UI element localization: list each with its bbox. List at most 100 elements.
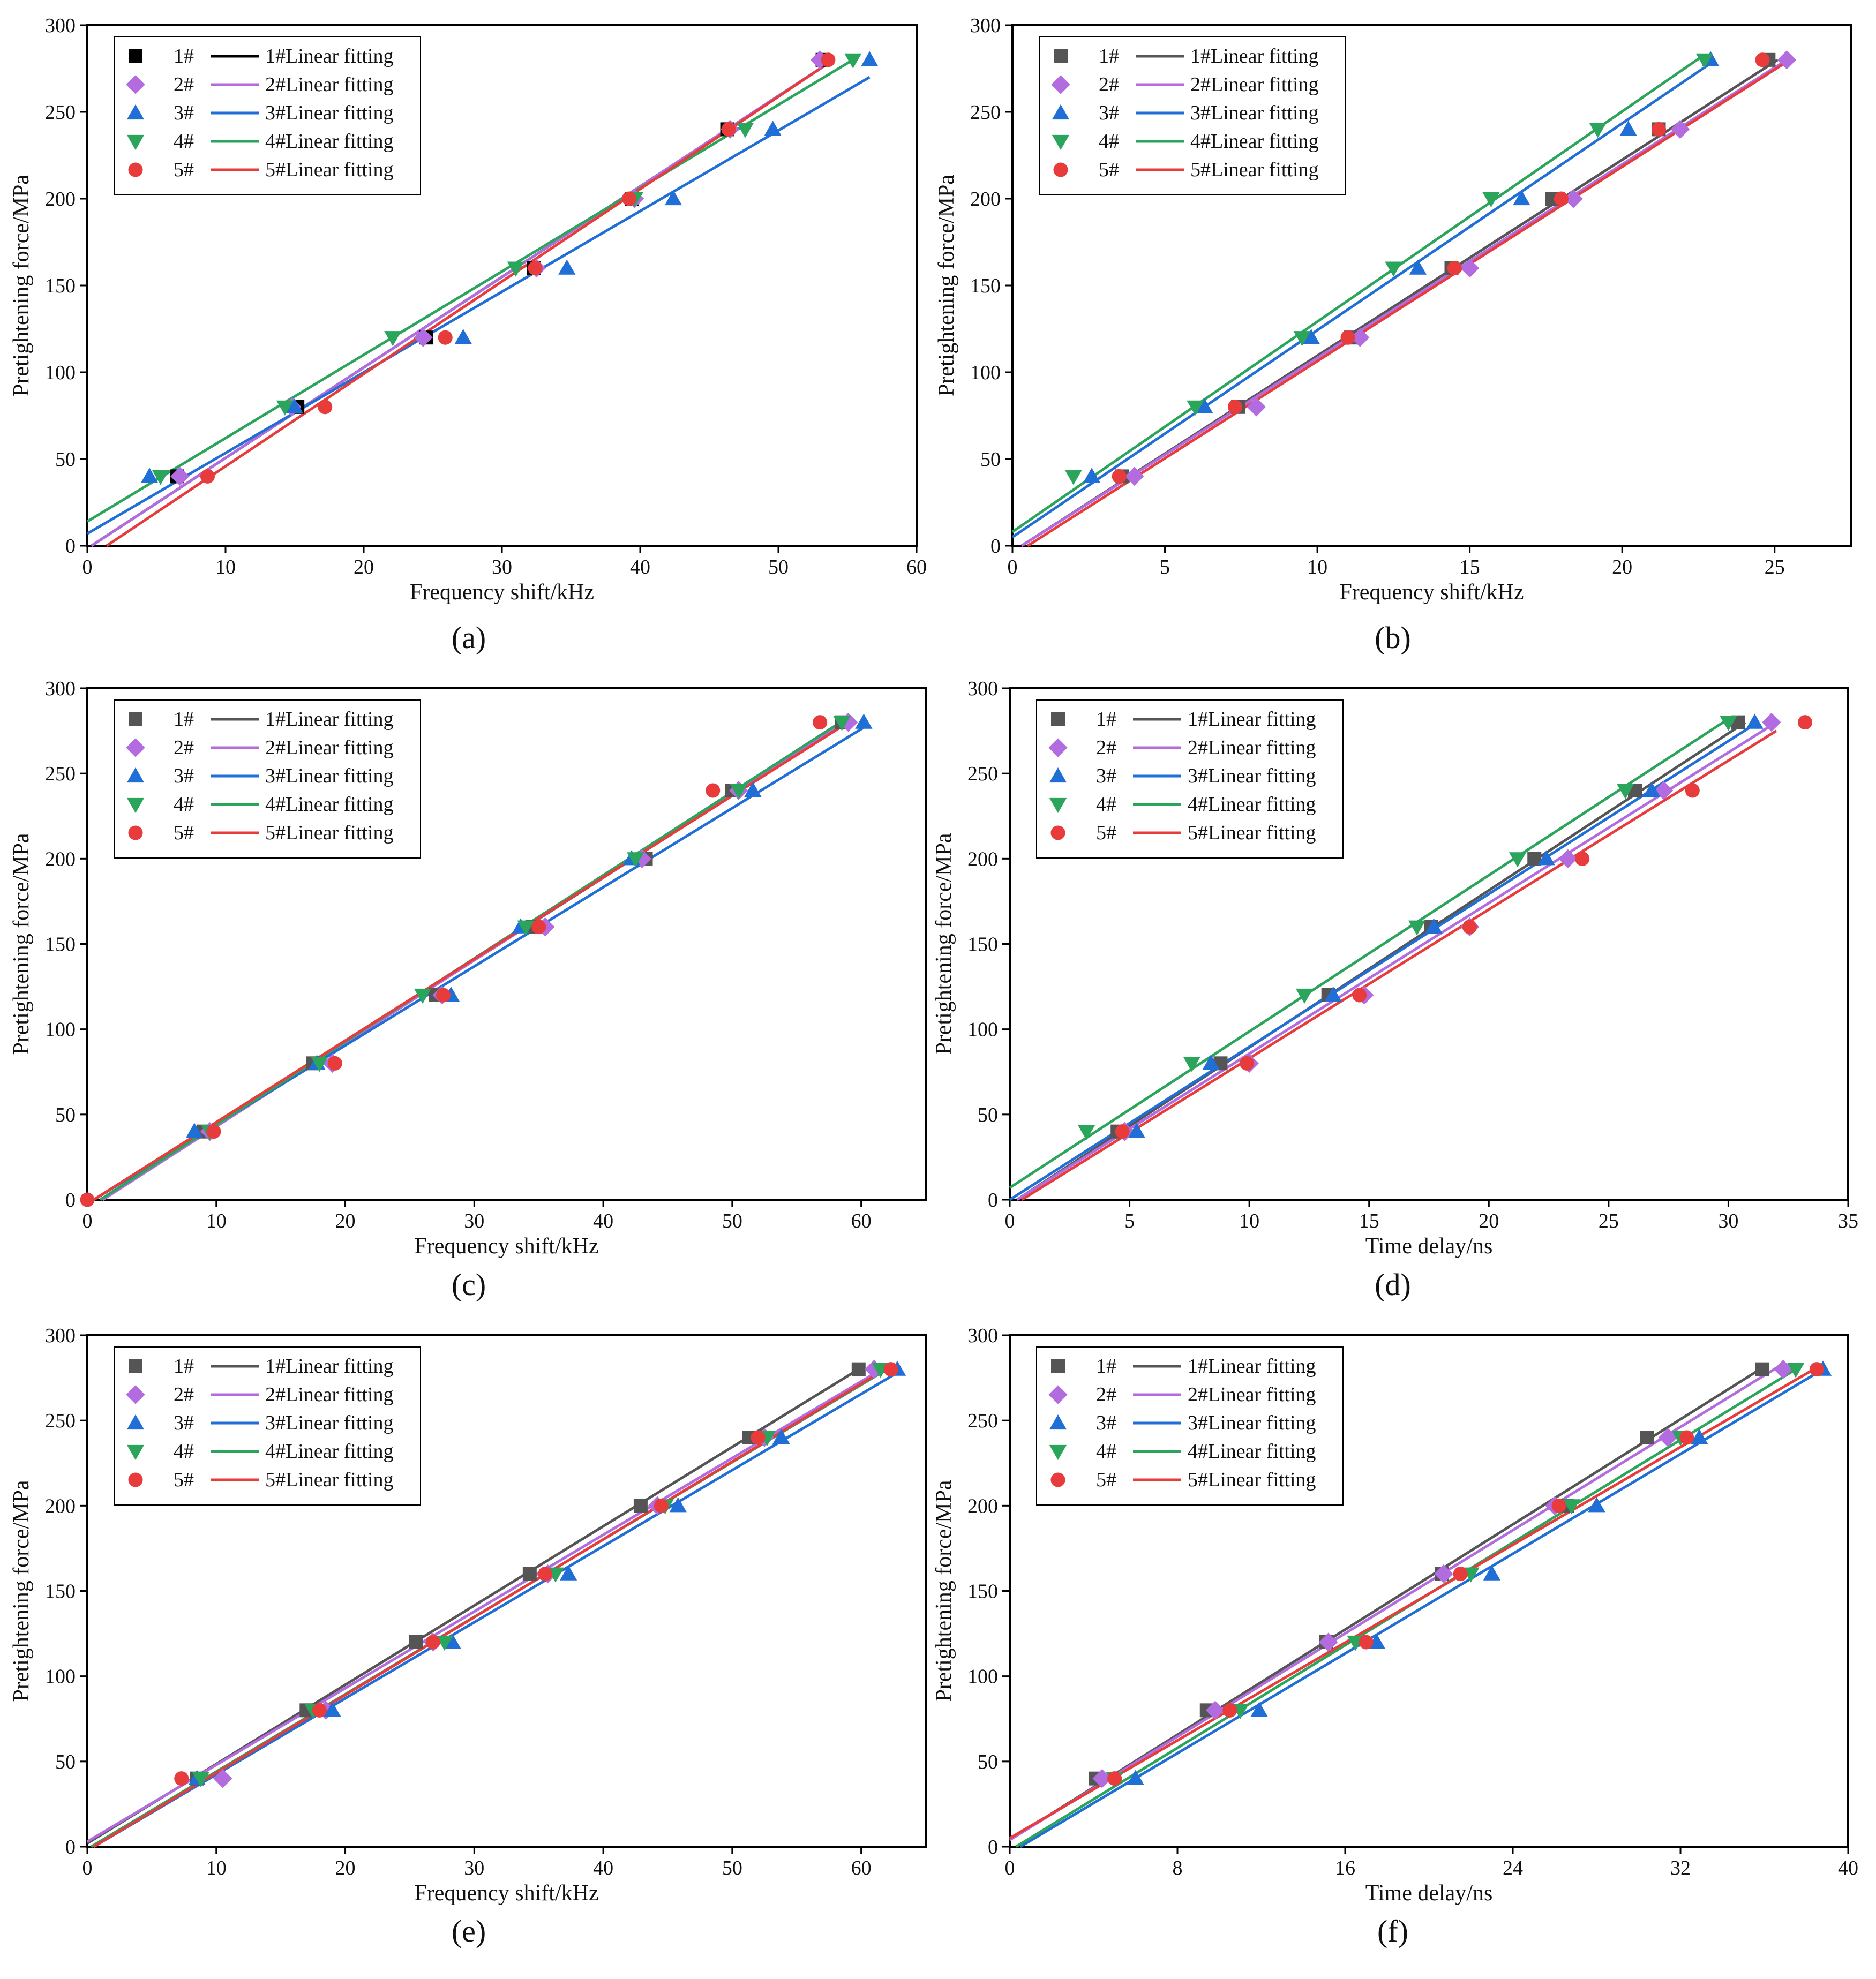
legend-series-label: 2# — [1099, 73, 1119, 96]
x-axis-title: Time delay/ns — [1365, 1234, 1493, 1259]
x-tick-label: 15 — [1359, 1210, 1379, 1232]
data-point-2# — [1124, 466, 1144, 486]
x-tick-label: 8 — [1173, 1857, 1183, 1879]
data-point-3# — [444, 1633, 461, 1649]
data-point-3# — [1202, 1055, 1220, 1070]
data-point-4# — [627, 852, 644, 868]
legend-series-label: 3# — [174, 765, 194, 787]
data-point-5# — [80, 1192, 95, 1207]
legend-series-label: 3# — [174, 102, 194, 124]
data-point-3# — [286, 398, 304, 413]
x-tick-label: 25 — [1765, 556, 1785, 578]
data-point-5# — [706, 783, 721, 798]
fit-line-2# — [1009, 1366, 1778, 1841]
legend-fit-label: 1#Linear fitting — [265, 708, 394, 731]
fit-line-2# — [91, 62, 829, 547]
data-point-4# — [1293, 331, 1311, 347]
y-tick-label: 200 — [45, 1495, 76, 1517]
data-point-1# — [851, 1362, 866, 1376]
legend-fit-label: 5#Linear fitting — [265, 1469, 394, 1491]
fit-line-3# — [86, 76, 871, 535]
fit-line-1# — [1016, 721, 1746, 1201]
data-point-4# — [844, 53, 862, 69]
x-tick-label: 20 — [354, 556, 374, 578]
x-axis-title: Frequency shift/kHz — [414, 1234, 598, 1259]
y-tick-label: 100 — [45, 1019, 76, 1041]
data-point-5# — [1352, 988, 1367, 1003]
data-point-5# — [1240, 1056, 1255, 1071]
legend-series-label: 1# — [174, 708, 194, 731]
data-point-3# — [1425, 918, 1443, 934]
data-point-3# — [1537, 850, 1555, 866]
legend-series-label: 4# — [1096, 1440, 1116, 1463]
data-point-3# — [669, 1497, 687, 1513]
panel-caption: (c) — [452, 1267, 486, 1302]
data-point-4# — [436, 1635, 454, 1651]
data-point-5# — [751, 1430, 766, 1445]
legend-marker — [1049, 1414, 1067, 1430]
y-tick-label: 150 — [45, 275, 76, 297]
legend-marker — [128, 1472, 143, 1487]
x-tick-label: 10 — [206, 1857, 227, 1879]
y-tick-label: 150 — [967, 1581, 998, 1603]
data-point-4# — [833, 716, 851, 731]
data-point-2# — [1564, 189, 1583, 208]
x-tick-label: 40 — [593, 1210, 613, 1232]
data-point-5# — [425, 1635, 440, 1650]
legend-box — [114, 699, 421, 859]
data-point-5# — [1359, 1635, 1374, 1650]
x-axis-title: Frequency shift/kHz — [414, 1881, 598, 1906]
x-tick-label: 30 — [464, 1210, 484, 1232]
legend-marker — [128, 162, 143, 177]
x-axis-title: Time delay/ns — [1365, 1881, 1493, 1906]
data-point-4# — [311, 1057, 328, 1072]
legend-fit-label: 3#Linear fitting — [1190, 102, 1319, 124]
legend-series-label: 5# — [174, 1469, 194, 1491]
legend-fit-label: 4#Linear fitting — [265, 1440, 394, 1463]
y-tick-label: 200 — [967, 848, 998, 870]
legend-series-label: 3# — [1096, 1412, 1116, 1434]
x-tick-label: 10 — [206, 1210, 227, 1232]
y-tick-label: 100 — [967, 1666, 998, 1688]
chart-panel-c: 0 10 20 30 40 50 60 0 50 100 150 200 250 300 Frequency… — [9, 678, 927, 1302]
x-tick-label: 30 — [464, 1857, 484, 1879]
data-point-3# — [1127, 1770, 1144, 1785]
y-tick-label: 0 — [990, 535, 1001, 558]
data-point-5# — [174, 1771, 189, 1786]
x-tick-label: 60 — [851, 1857, 872, 1879]
data-point-4# — [192, 1772, 209, 1787]
data-point-5# — [813, 715, 828, 730]
legend-fit-label: 1#Linear fitting — [1188, 1355, 1316, 1378]
data-point-3# — [1128, 1123, 1146, 1138]
data-point-2# — [170, 466, 190, 486]
y-axis-title: Pretightening force/MPa — [932, 1480, 956, 1702]
fit-line-3# — [1011, 62, 1712, 538]
data-point-5# — [721, 122, 736, 137]
data-point-2# — [1670, 119, 1690, 139]
data-point-5# — [436, 988, 451, 1003]
data-point-5# — [1227, 400, 1242, 415]
data-point-5# — [1797, 715, 1813, 730]
panel-caption: (b) — [1375, 620, 1411, 655]
data-point-5# — [1107, 1771, 1122, 1786]
fit-line-2# — [86, 1366, 886, 1843]
x-tick-label: 30 — [1718, 1210, 1738, 1232]
data-point-5# — [1651, 122, 1666, 137]
data-point-2# — [1654, 781, 1674, 800]
legend-series-label: 5# — [1096, 822, 1116, 844]
legend-marker — [1053, 162, 1068, 177]
data-point-5# — [206, 1124, 221, 1139]
y-tick-label: 300 — [45, 1325, 76, 1347]
data-point-5# — [1551, 1498, 1566, 1513]
legend-series-label: 5# — [174, 822, 194, 844]
legend-fit-label: 4#Linear fitting — [265, 793, 394, 816]
data-point-3# — [1619, 121, 1637, 136]
y-tick-label: 250 — [45, 763, 76, 785]
data-point-2# — [1092, 1769, 1112, 1788]
x-tick-label: 5 — [1160, 556, 1170, 578]
legend-series-label: 2# — [1096, 736, 1116, 759]
fit-line-3# — [93, 1371, 898, 1848]
data-point-3# — [558, 259, 576, 275]
data-point-4# — [152, 470, 169, 485]
